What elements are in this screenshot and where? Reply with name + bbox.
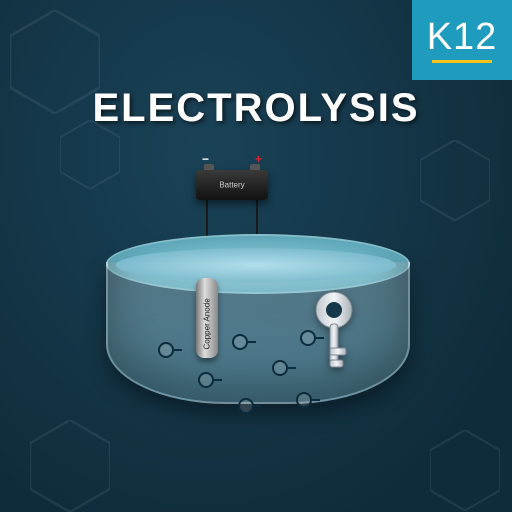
battery-pos-sign: + bbox=[255, 152, 262, 166]
battery-label: Battery bbox=[219, 181, 244, 190]
ion bbox=[272, 360, 296, 376]
ion bbox=[238, 398, 262, 414]
hexagon-decor bbox=[420, 140, 490, 221]
water-surface bbox=[116, 248, 396, 282]
page-title: ELECTROLYSIS bbox=[0, 86, 512, 131]
ion bbox=[296, 392, 320, 408]
k12-underline bbox=[432, 60, 492, 63]
battery-neg-sign: − bbox=[202, 152, 209, 166]
ion bbox=[232, 334, 256, 350]
ion bbox=[300, 330, 324, 346]
copper-anode: Copper Anode bbox=[196, 278, 218, 358]
hexagon-decor bbox=[430, 430, 500, 511]
battery: − + Battery bbox=[196, 170, 268, 200]
k12-text: K12 bbox=[427, 18, 498, 56]
basin-body bbox=[106, 262, 410, 404]
ion bbox=[198, 372, 222, 388]
ion bbox=[158, 342, 182, 358]
hexagon-decor bbox=[30, 420, 110, 512]
electrolysis-infographic: K12 ELECTROLYSIS − + Battery Copper Anod… bbox=[0, 0, 512, 512]
k12-badge: K12 bbox=[412, 0, 512, 80]
anode-label: Copper Anode bbox=[203, 284, 212, 350]
